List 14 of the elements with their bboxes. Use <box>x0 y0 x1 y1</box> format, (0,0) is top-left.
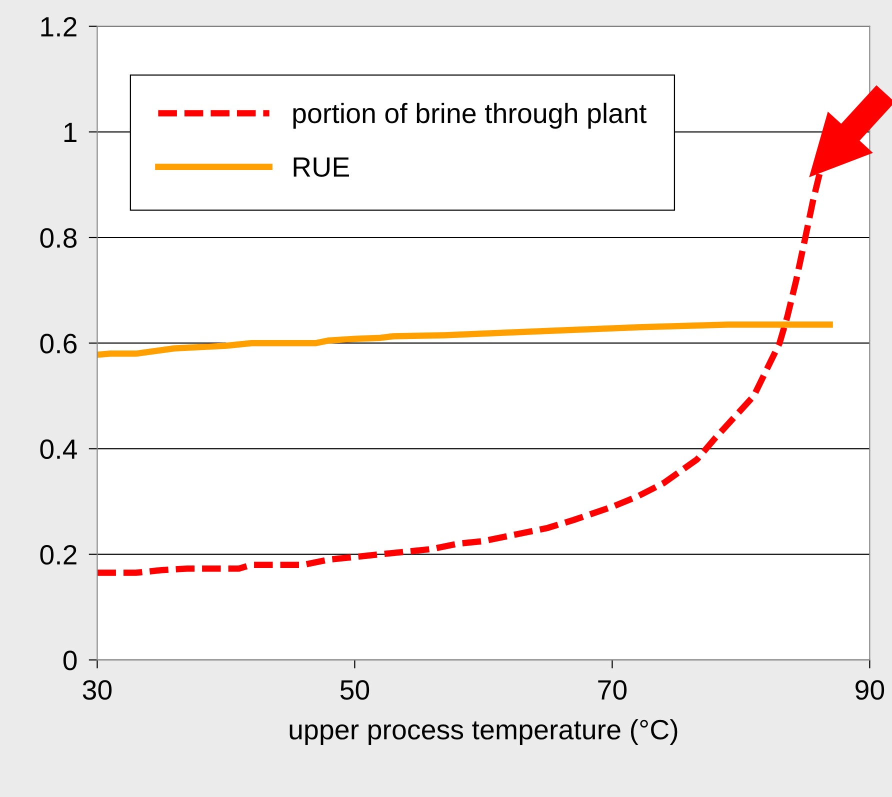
x-tick-label: 50 <box>340 680 370 700</box>
x-tick-label: 90 <box>856 680 884 700</box>
x-tick-label: 30 <box>82 680 112 700</box>
y-tick-label: 0.6 <box>40 334 77 354</box>
x-axis-title: upper process temperature (°C) <box>290 719 678 746</box>
legend-label: RUE <box>294 158 349 177</box>
y-tick-label: 1 <box>64 122 76 142</box>
y-tick-label: 0 <box>63 650 77 670</box>
y-tick-label: 1.2 <box>41 16 76 36</box>
y-tick-label: 0.4 <box>40 439 77 460</box>
y-tick-label: 0.8 <box>40 228 77 248</box>
legend-label: portion of brine through plant <box>293 102 647 129</box>
y-tick-label: 0.2 <box>40 544 76 565</box>
x-tick-label: 70 <box>598 680 627 700</box>
